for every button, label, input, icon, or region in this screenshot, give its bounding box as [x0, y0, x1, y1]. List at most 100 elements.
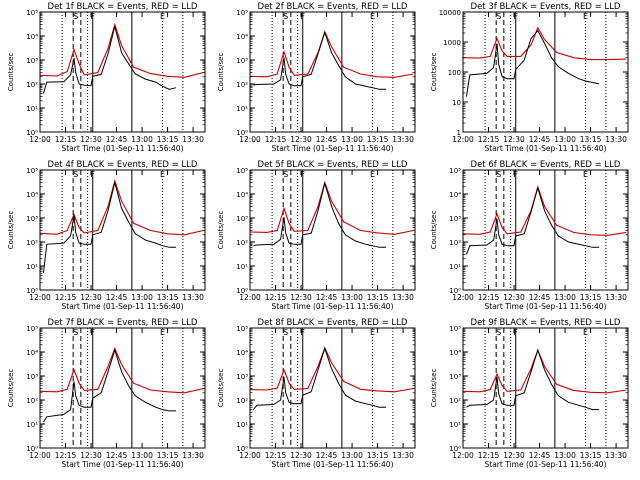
- events-series-line: [42, 26, 177, 94]
- y-tick-label: 10⁴: [449, 191, 461, 199]
- y-tick-label: 10³: [26, 215, 38, 223]
- events-series-line: [253, 181, 387, 248]
- x-tick-label: 13:00: [131, 293, 153, 302]
- x-tick-label: 13:30: [182, 135, 204, 144]
- top-symbol: F: [300, 328, 305, 337]
- x-tick-label: 13:15: [580, 135, 602, 144]
- x-tick-label: 12:45: [316, 135, 338, 144]
- y-tick-label: 10⁵: [236, 9, 248, 17]
- x-tick-label: 12:00: [239, 451, 261, 460]
- y-tick-label: 10³: [236, 373, 248, 381]
- x-tick-label: 12:30: [503, 451, 525, 460]
- x-tick-label: 12:30: [290, 293, 312, 302]
- x-tick-label: 12:30: [290, 451, 312, 460]
- y-tick-label: 10¹: [26, 105, 38, 113]
- x-tick-label: 13:00: [131, 135, 153, 144]
- y-axis-label: Counts/sec: [7, 369, 15, 408]
- x-axis-label: Start Time (01-Sep-11 11:56:40): [485, 144, 607, 153]
- y-axis-label: Counts/sec: [7, 211, 15, 250]
- x-tick-label: 12:15: [55, 135, 77, 144]
- x-tick-label: 12:45: [106, 135, 128, 144]
- y-tick-label: 100: [448, 69, 461, 77]
- x-tick-label: 13:00: [341, 293, 363, 302]
- x-axis-label: Start Time (01-Sep-11 11:56:40): [62, 302, 184, 311]
- top-symbol: F: [90, 328, 95, 337]
- x-tick-label: 12:00: [239, 293, 261, 302]
- y-tick-label: 10⁵: [449, 167, 461, 175]
- events-series-line: [253, 346, 387, 410]
- top-symbol: E: [583, 12, 588, 21]
- x-tick-label: 12:15: [265, 293, 287, 302]
- panel-title: Det 4f BLACK = Events, RED = LLD: [48, 160, 198, 170]
- x-tick-label: 12:15: [478, 293, 500, 302]
- top-symbol: F: [90, 12, 95, 21]
- y-tick-label: 10⁴: [236, 349, 248, 357]
- lld-series-line: [39, 22, 204, 78]
- y-tick-label: 10¹: [26, 263, 38, 271]
- x-tick-label: 13:15: [580, 293, 602, 302]
- y-tick-label: 10²: [449, 397, 461, 405]
- x-tick-label: 12:45: [316, 293, 338, 302]
- x-tick-label: 13:15: [157, 293, 179, 302]
- lld-series-line: [39, 178, 204, 236]
- x-tick-label: 12:00: [452, 293, 474, 302]
- top-symbol: S: [283, 170, 288, 179]
- panel-title: Det 6f BLACK = Events, RED = LLD: [471, 160, 621, 170]
- x-axis-label: Start Time (01-Sep-11 11:56:40): [485, 302, 607, 311]
- lld-series-line: [39, 347, 204, 394]
- x-axis-label: Start Time (01-Sep-11 11:56:40): [272, 144, 394, 153]
- y-axis-label: Counts/sec: [430, 211, 438, 250]
- y-tick-label: 10¹: [449, 263, 461, 271]
- events-series-line: [465, 29, 600, 97]
- x-tick-label: 13:00: [554, 135, 576, 144]
- y-tick-label: 10²: [236, 239, 248, 247]
- y-axis-label: Counts/sec: [7, 53, 15, 92]
- y-axis-label: Counts/sec: [217, 53, 225, 92]
- y-tick-label: 10⁴: [236, 33, 248, 41]
- y-axis-label: Counts/sec: [217, 211, 225, 250]
- y-tick-label: 10³: [236, 215, 248, 223]
- top-symbol: F: [90, 170, 95, 179]
- y-tick-label: 10⁵: [26, 167, 38, 175]
- top-symbol: F: [300, 170, 305, 179]
- top-symbol: S: [283, 328, 288, 337]
- x-tick-label: 13:30: [392, 451, 414, 460]
- y-tick-label: 10⁵: [26, 9, 38, 17]
- top-symbol: E: [160, 328, 165, 337]
- y-tick-label: 10⁵: [26, 325, 38, 333]
- x-tick-label: 13:30: [392, 135, 414, 144]
- panel-title: Det 5f BLACK = Events, RED = LLD: [258, 160, 408, 170]
- x-tick-label: 12:45: [316, 451, 338, 460]
- events-series-line: [465, 186, 600, 255]
- events-series-line: [42, 182, 177, 274]
- y-tick-label: 10³: [449, 215, 461, 223]
- plot-frame: [39, 327, 206, 449]
- lld-series-line: [462, 348, 627, 394]
- x-tick-label: 13:15: [367, 451, 389, 460]
- x-tick-label: 12:15: [265, 451, 287, 460]
- y-tick-label: 10²: [26, 81, 38, 89]
- y-tick-label: 10⁴: [449, 349, 461, 357]
- x-tick-label: 13:30: [605, 135, 627, 144]
- y-tick-label: 10²: [236, 397, 248, 405]
- y-tick-label: 1000: [443, 39, 461, 47]
- y-tick-label: 10⁵: [449, 325, 461, 333]
- y-tick-label: 10⁰: [449, 287, 461, 295]
- y-tick-label: 10⁴: [26, 33, 38, 41]
- x-tick-label: 12:00: [29, 293, 51, 302]
- top-symbol: F: [513, 12, 518, 21]
- y-tick-label: 10⁰: [26, 129, 38, 137]
- plot-frame: [462, 327, 629, 449]
- x-axis-label: Start Time (01-Sep-11 11:56:40): [62, 460, 184, 469]
- top-symbol: S: [73, 170, 78, 179]
- panel-title: Det 1f BLACK = Events, RED = LLD: [48, 2, 198, 12]
- y-tick-label: 1: [457, 129, 461, 137]
- top-symbol: S: [496, 170, 501, 179]
- x-tick-label: 13:30: [182, 293, 204, 302]
